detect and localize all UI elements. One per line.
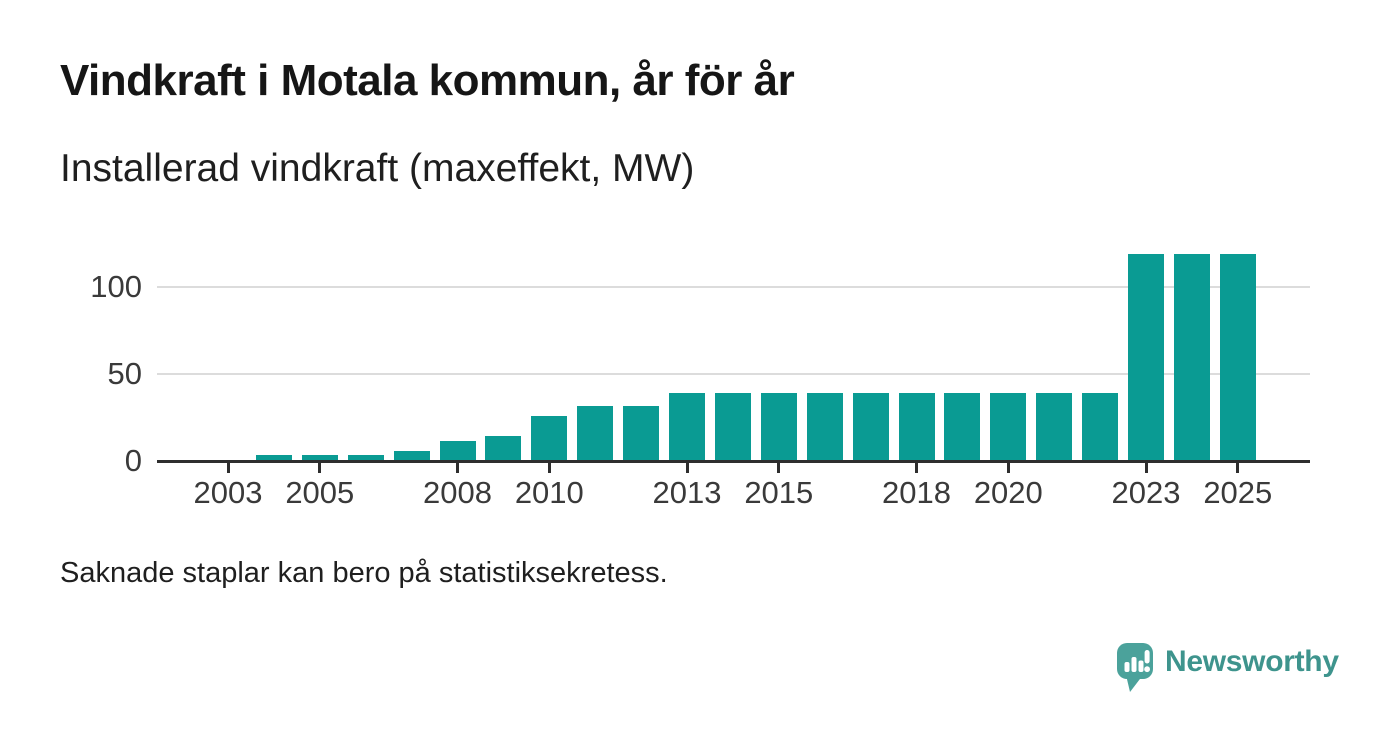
bar-2004 <box>255 455 292 461</box>
bar-2011 <box>577 406 614 461</box>
x-tick-2023 <box>1144 463 1148 473</box>
bar-2007 <box>393 451 430 461</box>
gridline-50 <box>157 373 1310 375</box>
bar-2013 <box>669 393 705 461</box>
x-axis-label-2015: 2015 <box>744 475 814 510</box>
x-axis-line <box>157 460 1310 463</box>
newsworthy-logo-icon <box>1117 643 1153 692</box>
bar-2020 <box>990 393 1027 461</box>
bar-2015 <box>760 393 797 461</box>
x-axis-label-2013: 2013 <box>652 475 722 510</box>
gridline-100 <box>157 286 1310 288</box>
x-axis-label-2020: 2020 <box>973 475 1043 510</box>
bar-2014 <box>714 393 751 461</box>
bar-2016 <box>806 393 843 461</box>
x-axis-label-2010: 2010 <box>514 475 584 510</box>
x-axis-label-2025: 2025 <box>1203 475 1273 510</box>
x-tick-2010 <box>547 463 551 473</box>
x-tick-2020 <box>1006 463 1010 473</box>
x-axis-label-2023: 2023 <box>1111 475 1181 510</box>
x-tick-2018 <box>915 463 918 473</box>
footnote: Saknade staplar kan bero på statistiksek… <box>60 557 668 589</box>
x-axis-label-2005: 2005 <box>285 475 355 510</box>
bar-2005 <box>301 455 338 461</box>
y-axis-label-50: 50 <box>107 356 142 391</box>
newsworthy-wordmark: Newsworthy <box>1165 645 1339 678</box>
y-axis-label-100: 100 <box>90 269 142 304</box>
y-axis-label-0: 0 <box>124 443 142 478</box>
x-tick-2005 <box>318 463 322 473</box>
x-tick-2008 <box>456 463 459 473</box>
bar-2017 <box>852 393 889 461</box>
bar-2024 <box>1173 254 1210 461</box>
page-title: Vindkraft i Motala kommun, år för år <box>60 56 795 105</box>
x-tick-2003 <box>226 463 230 473</box>
bar-2010 <box>531 416 568 461</box>
chart-subtitle: Installerad vindkraft (maxeffekt, MW) <box>60 147 695 190</box>
bar-2019 <box>944 393 981 461</box>
x-tick-2015 <box>777 463 781 473</box>
bar-2023 <box>1128 254 1164 461</box>
bar-2006 <box>347 455 384 461</box>
bar-2009 <box>485 436 522 461</box>
bar-2021 <box>1036 393 1073 461</box>
x-tick-2013 <box>685 463 689 473</box>
x-axis-label-2018: 2018 <box>882 475 951 510</box>
bar-2025 <box>1219 254 1256 461</box>
x-axis-label-2003: 2003 <box>193 475 263 510</box>
bar-2012 <box>623 406 660 461</box>
x-tick-2025 <box>1236 463 1240 473</box>
bar-2018 <box>898 393 935 461</box>
x-axis-label-2008: 2008 <box>423 475 492 510</box>
bar-2022 <box>1082 393 1119 461</box>
newsworthy-logo: Newsworthy <box>1117 643 1377 695</box>
bar-2008 <box>439 441 476 461</box>
